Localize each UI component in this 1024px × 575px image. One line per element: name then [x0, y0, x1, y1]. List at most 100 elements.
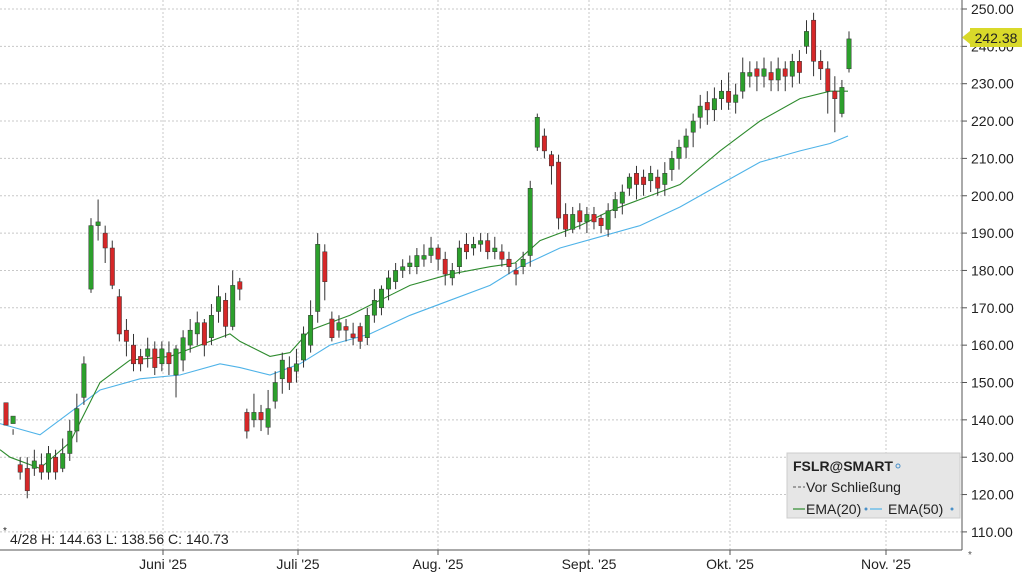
candle-body [265, 408, 271, 428]
candle-body [322, 251, 328, 282]
candle [81, 356, 87, 405]
candle [187, 319, 193, 353]
candle-body [109, 247, 115, 286]
candle-body [634, 173, 639, 185]
legend-symbol-info-icon[interactable] [895, 463, 901, 469]
candle [697, 94, 703, 129]
candle [825, 61, 831, 114]
candle-body [371, 300, 377, 316]
candle [258, 404, 264, 432]
candle [775, 57, 781, 92]
candle-body [754, 68, 760, 77]
candle [208, 304, 214, 346]
candle [456, 240, 462, 275]
y-tick-label: 130.00 [971, 449, 1014, 465]
candle [46, 445, 51, 480]
candle-body [782, 68, 788, 77]
candle [789, 53, 795, 88]
candle [88, 218, 94, 293]
candle [711, 87, 717, 122]
candle-body [726, 90, 732, 103]
candle-body [201, 322, 207, 346]
candle [605, 203, 611, 237]
candle-body [839, 87, 845, 114]
candle-body [357, 326, 363, 342]
candle-body [811, 19, 817, 62]
legend-prev-close: Vor Schließung [806, 479, 901, 495]
candle [782, 61, 788, 92]
candle [102, 225, 108, 263]
candle [740, 57, 746, 99]
candle-body [499, 251, 505, 260]
candle [768, 61, 774, 92]
candle-body [832, 90, 838, 99]
candle [109, 240, 115, 290]
candle [322, 244, 328, 301]
ema50-line [0, 135, 849, 436]
candle [655, 169, 661, 196]
y-tick-label: 160.00 [971, 337, 1014, 353]
candle [733, 83, 739, 114]
candle [761, 57, 767, 88]
y-tick-label: 210.00 [971, 150, 1014, 166]
candle [598, 214, 604, 234]
candle [173, 345, 179, 398]
candle [811, 12, 817, 77]
candle-body [251, 412, 257, 421]
candle-body [471, 244, 477, 249]
candle-body [46, 453, 51, 473]
candle [577, 203, 583, 230]
candle [53, 449, 59, 480]
legend-ema50-settings-icon[interactable] [950, 507, 954, 511]
candle [612, 192, 618, 219]
candle-body [662, 173, 668, 185]
y-tick-label: 200.00 [971, 188, 1014, 204]
candle [60, 438, 66, 473]
legend-ema20-settings-icon[interactable] [864, 507, 868, 511]
legend-box: FSLR@SMART Vor Schließung EMA(20) EMA(50… [786, 452, 961, 519]
candle-body [131, 344, 136, 365]
candle-body [690, 120, 696, 133]
candle-body [17, 464, 23, 473]
candle [31, 449, 37, 476]
last-price-text: 242.38 [975, 30, 1018, 46]
ohlc-readout: * 4/28 H: 144.63 L: 138.56 C: 140.73 [3, 526, 229, 547]
x-tick-label: Aug. '25 [413, 556, 464, 572]
candle [315, 233, 321, 323]
candle-body [301, 333, 306, 361]
y-tick-label: 170.00 [971, 300, 1014, 316]
candle-body [31, 460, 37, 469]
candle [832, 76, 838, 133]
candle-body [315, 244, 321, 312]
candle-body [506, 258, 512, 267]
candle [407, 255, 413, 275]
ema50-path [0, 135, 849, 436]
candle [38, 453, 44, 480]
candle [159, 341, 165, 372]
candle-body [563, 214, 569, 230]
candle-body [286, 367, 292, 383]
candle-body [3, 402, 9, 426]
candle-body [166, 352, 172, 365]
x-tick-label: Juni '25 [139, 556, 187, 572]
candle [357, 322, 363, 349]
candle-body [173, 348, 179, 376]
y-tick-label: 250.00 [971, 1, 1014, 17]
candle [796, 50, 802, 84]
candle-body [775, 68, 781, 81]
candle-body [145, 348, 151, 357]
candle-body [456, 247, 462, 267]
candle [350, 322, 356, 346]
x-tick-label: Juli '25 [276, 556, 319, 572]
candle-body [116, 296, 122, 335]
candle-body [60, 453, 66, 469]
candle-body [549, 154, 554, 167]
candle-body [612, 199, 618, 211]
candle-body [414, 255, 420, 267]
candle-body [435, 247, 441, 260]
candle [371, 289, 377, 323]
candle [230, 270, 236, 331]
candle [400, 259, 406, 278]
candle-body [38, 464, 44, 473]
candle-body [180, 337, 186, 361]
